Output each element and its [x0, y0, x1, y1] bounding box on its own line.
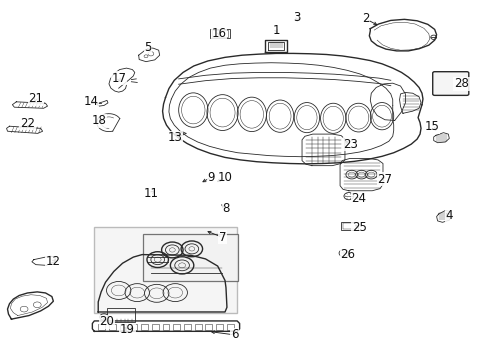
Bar [226, 324, 233, 329]
Text: 22: 22 [20, 117, 35, 130]
Text: 20: 20 [100, 315, 114, 328]
Bar [152, 324, 158, 329]
Text: 19: 19 [120, 323, 135, 336]
Text: 4: 4 [445, 210, 452, 222]
Text: 23: 23 [343, 138, 358, 150]
Text: 25: 25 [351, 221, 366, 234]
Text: 7: 7 [218, 231, 226, 244]
Text: 6: 6 [230, 328, 238, 341]
Text: 26: 26 [340, 248, 355, 261]
FancyBboxPatch shape [432, 72, 468, 95]
Bar [120, 324, 126, 329]
Text: 24: 24 [351, 192, 366, 205]
Bar [342, 223, 355, 229]
Text: 2: 2 [361, 12, 368, 25]
Text: 16: 16 [211, 27, 226, 40]
Bar [212, 30, 227, 37]
Bar [210, 29, 229, 39]
Text: 12: 12 [46, 255, 61, 268]
Text: 8: 8 [222, 202, 229, 215]
Text: 27: 27 [377, 173, 392, 186]
Bar [98, 324, 105, 329]
Bar [173, 324, 180, 329]
Bar [340, 222, 357, 230]
Bar [130, 324, 137, 329]
Text: 5: 5 [144, 41, 151, 54]
Text: 21: 21 [28, 93, 43, 105]
Text: 28: 28 [453, 77, 468, 90]
Bar [183, 324, 190, 329]
Bar [109, 324, 116, 329]
Bar [216, 324, 223, 329]
FancyBboxPatch shape [143, 234, 237, 281]
Text: 10: 10 [217, 171, 232, 184]
Text: 15: 15 [424, 121, 439, 134]
Bar [194, 324, 201, 329]
Text: 18: 18 [92, 114, 106, 127]
Bar [162, 324, 169, 329]
Bar [107, 308, 135, 321]
Text: 14: 14 [83, 95, 98, 108]
FancyBboxPatch shape [94, 227, 236, 314]
Text: 1: 1 [272, 24, 279, 37]
Text: 11: 11 [143, 187, 158, 200]
Text: 3: 3 [293, 12, 300, 24]
Text: 17: 17 [111, 72, 126, 85]
Text: 9: 9 [207, 171, 215, 184]
Bar [141, 324, 148, 329]
Text: 13: 13 [167, 131, 183, 144]
Bar [205, 324, 212, 329]
